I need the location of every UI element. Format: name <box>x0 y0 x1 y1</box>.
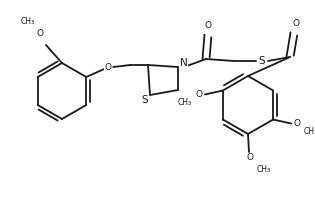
Text: CH₃: CH₃ <box>21 16 35 26</box>
Text: O: O <box>247 154 254 163</box>
Text: O: O <box>195 90 202 99</box>
Text: O: O <box>293 19 300 27</box>
Text: O: O <box>204 20 211 29</box>
Text: S: S <box>142 95 148 105</box>
Text: CH₃: CH₃ <box>178 98 192 107</box>
Text: S: S <box>259 56 265 66</box>
Text: O: O <box>37 29 43 37</box>
Text: CH₃: CH₃ <box>304 127 315 136</box>
Text: CH₃: CH₃ <box>257 166 271 174</box>
Text: N: N <box>180 58 188 68</box>
Text: O: O <box>105 62 112 72</box>
Text: O: O <box>294 119 301 128</box>
